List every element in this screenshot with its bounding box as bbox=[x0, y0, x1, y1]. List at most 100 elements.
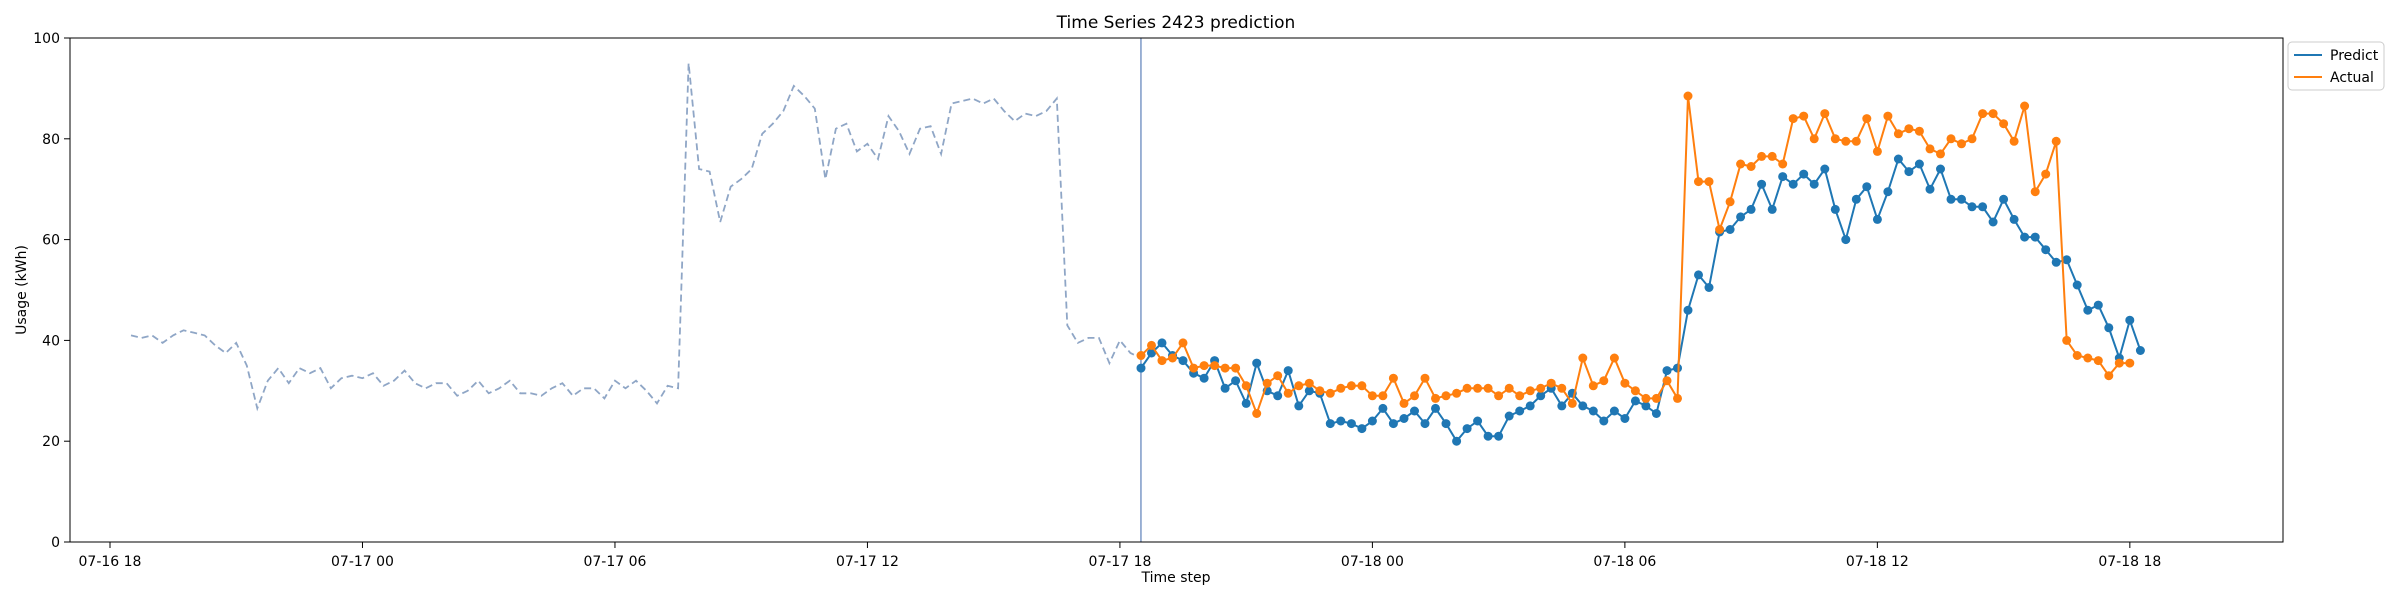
data-point-actual bbox=[1957, 139, 1966, 149]
data-point-predict bbox=[1830, 204, 1840, 214]
data-point-predict bbox=[1441, 419, 1451, 429]
data-point-predict bbox=[2062, 255, 2072, 265]
data-point-predict bbox=[1178, 356, 1188, 366]
data-point-predict bbox=[2083, 305, 2093, 315]
data-point-predict bbox=[1967, 202, 1977, 212]
data-point-predict bbox=[1367, 416, 1377, 426]
data-point-predict bbox=[1578, 401, 1588, 411]
data-point-actual bbox=[1388, 373, 1398, 383]
data-point-actual bbox=[1452, 388, 1462, 398]
data-point-actual bbox=[1178, 338, 1188, 348]
legend-label-predict: Predict bbox=[2330, 48, 2379, 64]
data-point-predict bbox=[1157, 338, 1167, 348]
data-point-predict bbox=[1651, 409, 1661, 418]
y-tick-label: 60 bbox=[42, 233, 60, 249]
data-point-predict bbox=[1504, 411, 1514, 421]
data-point-predict bbox=[1410, 406, 1419, 416]
x-tick-label: 07-17 18 bbox=[1088, 554, 1151, 570]
data-point-actual bbox=[1504, 383, 1514, 393]
data-point-predict bbox=[1767, 204, 1777, 214]
data-point-predict bbox=[1809, 179, 1819, 189]
data-point-predict bbox=[2135, 346, 2145, 355]
data-point-actual bbox=[2072, 351, 2082, 360]
data-point-actual bbox=[1567, 398, 1577, 408]
data-point-predict bbox=[1862, 182, 1872, 192]
data-point-predict bbox=[1252, 358, 1262, 368]
data-point-predict bbox=[1462, 424, 1472, 434]
data-point-actual bbox=[2009, 136, 2019, 146]
data-point-actual bbox=[1809, 134, 1819, 144]
data-point-actual bbox=[1494, 391, 1504, 401]
data-point-predict bbox=[1957, 194, 1966, 204]
data-point-predict bbox=[1241, 398, 1251, 408]
data-point-actual bbox=[1725, 197, 1735, 207]
data-point-predict bbox=[1336, 416, 1346, 426]
data-point-actual bbox=[1673, 393, 1682, 403]
data-point-actual bbox=[1241, 381, 1251, 391]
data-point-actual bbox=[1936, 149, 1945, 159]
x-axis: 07-16 18 07-17 00 07-17 06 07-17 12 07-17 18… bbox=[79, 542, 2161, 570]
legend: Predict Actual bbox=[2287, 41, 2385, 91]
data-point-actual bbox=[1315, 386, 1325, 396]
data-point-actual bbox=[1262, 378, 1272, 388]
data-point-predict bbox=[1557, 401, 1567, 411]
data-point-predict bbox=[1978, 202, 1988, 212]
data-point-predict bbox=[1788, 179, 1798, 189]
axes-frame bbox=[69, 37, 2284, 543]
data-point-actual bbox=[1420, 373, 1430, 383]
data-point-actual bbox=[1294, 381, 1304, 391]
data-point-predict bbox=[2072, 280, 2082, 290]
data-point-predict bbox=[1704, 283, 1714, 292]
data-point-actual bbox=[1641, 393, 1651, 403]
data-point-predict bbox=[2104, 323, 2114, 333]
x-tick-label: 07-18 00 bbox=[1341, 554, 1404, 570]
x-tick-label: 07-16 18 bbox=[79, 554, 142, 570]
data-point-actual bbox=[1410, 391, 1419, 401]
data-point-actual bbox=[1946, 134, 1956, 144]
series-predict bbox=[1136, 154, 2145, 446]
data-point-predict bbox=[1199, 373, 1209, 383]
data-point-predict bbox=[1725, 225, 1735, 234]
data-point-actual bbox=[1231, 363, 1241, 373]
chart-title: Time Series 2423 prediction bbox=[1056, 13, 1296, 33]
data-point-predict bbox=[1147, 348, 1156, 358]
data-point-actual bbox=[1199, 361, 1209, 371]
data-point-predict bbox=[2030, 232, 2040, 242]
data-point-predict bbox=[1799, 169, 1809, 179]
x-tick-label: 07-17 00 bbox=[331, 554, 394, 570]
data-point-predict bbox=[1820, 164, 1830, 174]
data-point-predict bbox=[1988, 217, 1998, 227]
data-point-actual bbox=[1988, 109, 1998, 119]
data-point-predict bbox=[1694, 270, 1703, 280]
data-point-actual bbox=[1357, 381, 1367, 391]
data-point-actual bbox=[1609, 353, 1619, 363]
data-point-predict bbox=[1220, 383, 1230, 393]
data-point-predict bbox=[1904, 167, 1914, 177]
data-point-actual bbox=[1557, 383, 1567, 393]
y-tick-label: 100 bbox=[33, 31, 60, 47]
data-point-actual bbox=[1283, 388, 1293, 398]
data-point-actual bbox=[1220, 363, 1230, 373]
data-point-actual bbox=[1441, 391, 1451, 401]
data-point-predict bbox=[1683, 305, 1693, 315]
data-point-actual bbox=[1346, 381, 1356, 391]
data-point-predict bbox=[1494, 431, 1504, 441]
data-point-actual bbox=[1757, 151, 1767, 161]
data-point-actual bbox=[2062, 335, 2072, 345]
data-point-predict bbox=[2051, 257, 2061, 267]
chart-marks bbox=[130, 38, 2145, 542]
data-point-actual bbox=[2030, 187, 2040, 197]
data-point-predict bbox=[1936, 164, 1945, 174]
data-point-actual bbox=[1599, 376, 1609, 386]
data-point-actual bbox=[1367, 391, 1377, 401]
data-point-predict bbox=[1136, 363, 1146, 373]
data-point-predict bbox=[1893, 154, 1903, 164]
data-point-actual bbox=[1147, 340, 1156, 350]
data-point-predict bbox=[1673, 363, 1682, 373]
data-point-actual bbox=[1525, 386, 1535, 396]
data-point-actual bbox=[1336, 383, 1346, 393]
data-point-actual bbox=[2093, 356, 2103, 366]
x-tick-label: 07-18 06 bbox=[1593, 554, 1656, 570]
data-point-predict bbox=[1420, 419, 1430, 429]
data-point-actual bbox=[1273, 371, 1283, 381]
